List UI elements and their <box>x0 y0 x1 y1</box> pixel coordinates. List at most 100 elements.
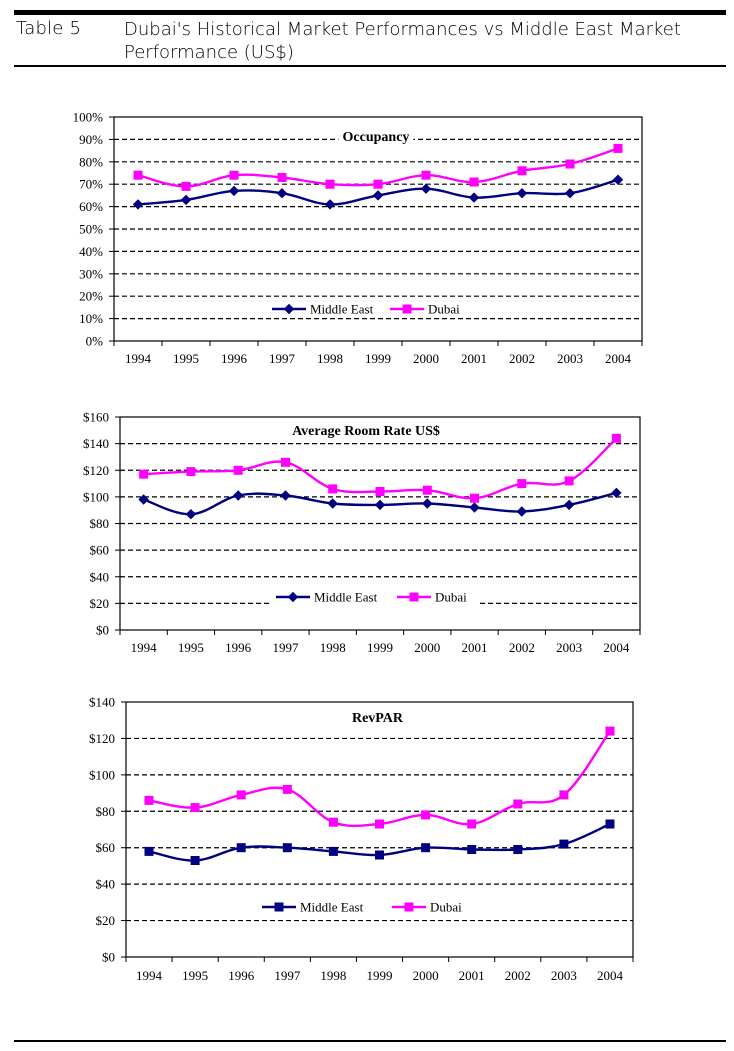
data-point-dubai-2003 <box>559 790 569 800</box>
x-tick-label: 2002 <box>509 640 535 655</box>
data-point-dubai-1994 <box>133 170 143 180</box>
x-tick-label: 2001 <box>461 351 487 366</box>
data-point-dubai-1996 <box>233 465 243 475</box>
legend-marker-middle-east <box>287 591 299 603</box>
data-point-dubai-2004 <box>613 143 623 153</box>
data-point-middle-east-1997 <box>276 187 288 199</box>
series-middle-east <box>132 174 624 210</box>
data-point-middle-east-1999 <box>374 499 386 511</box>
y-tick-label: 90% <box>79 132 103 147</box>
y-tick-label: 70% <box>79 177 103 192</box>
header-rule <box>14 65 726 67</box>
data-point-dubai-2003 <box>564 476 574 486</box>
data-point-middle-east-1996 <box>232 490 244 501</box>
data-point-middle-east-2000 <box>421 843 431 853</box>
y-tick-label: $40 <box>90 569 110 584</box>
x-tick-label: 1999 <box>365 351 391 366</box>
data-point-dubai-2003 <box>565 159 575 169</box>
data-point-dubai-1994 <box>139 469 149 479</box>
x-tick-label: 2003 <box>551 968 577 983</box>
y-tick-label: $60 <box>90 543 110 558</box>
data-point-dubai-1997 <box>277 173 287 182</box>
x-tick-label: 1998 <box>320 640 346 655</box>
y-tick-label: 20% <box>79 289 103 304</box>
series-dubai <box>144 726 615 829</box>
data-point-middle-east-2000 <box>422 498 433 509</box>
y-tick-label: $20 <box>96 913 116 928</box>
data-point-middle-east-1994 <box>132 199 144 210</box>
x-tick-label: 2001 <box>462 640 488 655</box>
x-tick-label: 2000 <box>413 351 439 366</box>
legend-marker-dubai <box>402 304 412 314</box>
y-tick-label: $140 <box>89 695 115 710</box>
data-point-middle-east-2004 <box>611 487 622 499</box>
y-tick-label: $80 <box>96 804 116 819</box>
y-tick-label: 0% <box>86 334 104 349</box>
y-tick-label: $80 <box>90 516 110 531</box>
data-point-middle-east-1994 <box>144 846 154 856</box>
x-tick-label: 1994 <box>125 351 152 366</box>
data-point-middle-east-2004 <box>612 174 624 185</box>
chart-title: Average Room Rate US$ <box>292 424 440 439</box>
x-tick-label: 1994 <box>136 968 163 983</box>
data-point-dubai-1998 <box>325 179 335 189</box>
data-point-dubai-1995 <box>190 803 200 813</box>
y-tick-label: 100% <box>73 110 104 125</box>
x-tick-label: 2004 <box>603 640 630 655</box>
y-tick-label: $100 <box>89 767 115 782</box>
legend: Middle East Dubai <box>268 300 476 318</box>
y-tick-label: 40% <box>79 244 103 259</box>
data-point-middle-east-1998 <box>324 199 336 210</box>
legend-label-middle-east: Middle East <box>300 900 364 915</box>
table-title: Dubai's Historical Market Performances v… <box>124 19 681 63</box>
data-point-dubai-2002 <box>517 479 527 489</box>
y-tick-label: 10% <box>79 311 103 326</box>
data-point-middle-east-1997 <box>280 490 291 501</box>
legend-marker-dubai <box>404 902 414 912</box>
y-tick-label: $0 <box>102 950 115 965</box>
data-point-dubai-2004 <box>605 726 615 736</box>
x-tick-label: 1995 <box>173 351 199 366</box>
data-point-middle-east-2001 <box>468 192 480 203</box>
legend: Middle East Dubai <box>272 588 478 606</box>
data-point-middle-east-1996 <box>236 843 246 853</box>
y-tick-label: $100 <box>83 489 109 504</box>
data-point-middle-east-2002 <box>513 845 523 854</box>
x-tick-label: 1997 <box>274 968 301 983</box>
data-point-middle-east-2003 <box>563 499 575 511</box>
data-point-dubai-1998 <box>328 484 338 494</box>
legend-backing <box>258 898 484 916</box>
x-tick-label: 1996 <box>225 640 252 655</box>
plot-area <box>125 701 634 958</box>
x-tick-label: 1999 <box>367 640 393 655</box>
data-point-middle-east-1997 <box>282 843 292 853</box>
x-tick-label: 1998 <box>317 351 343 366</box>
data-point-middle-east-1999 <box>372 190 384 201</box>
data-point-dubai-2002 <box>517 166 527 176</box>
legend-backing <box>268 300 476 318</box>
x-tick-label: 1999 <box>367 968 393 983</box>
data-point-middle-east-1998 <box>327 498 338 509</box>
y-tick-label: $140 <box>83 436 109 451</box>
x-tick-label: 2003 <box>557 351 583 366</box>
data-point-middle-east-2001 <box>467 845 477 854</box>
series-dubai <box>133 143 623 191</box>
top-rule <box>14 10 726 15</box>
legend-label-middle-east: Middle East <box>310 302 374 317</box>
x-tick-label: 1997 <box>269 351 296 366</box>
x-tick-label: 1998 <box>320 968 346 983</box>
x-tick-label: 1995 <box>178 640 204 655</box>
revpar-chart: $0 $20 $40 $60 $80 $100 $120 $140 1994 1995 1996 19… <box>89 695 634 983</box>
x-tick-label: 1997 <box>272 640 299 655</box>
occupancy-chart: 0% 10% 20% 30% 40% 50% 60% 70% 80% 90% 100% 1994 199… <box>73 110 643 366</box>
chart-title-backing <box>288 423 444 440</box>
y-tick-label: 30% <box>79 266 103 281</box>
data-point-middle-east-2002 <box>516 506 528 517</box>
data-point-middle-east-1994 <box>138 494 149 505</box>
data-point-dubai-2000 <box>422 485 432 495</box>
y-tick-label: 50% <box>79 222 103 237</box>
y-tick-label: $40 <box>96 877 116 892</box>
chart-title-backing <box>338 129 414 146</box>
legend: Middle East Dubai <box>258 898 484 916</box>
legend-backing <box>272 588 478 606</box>
